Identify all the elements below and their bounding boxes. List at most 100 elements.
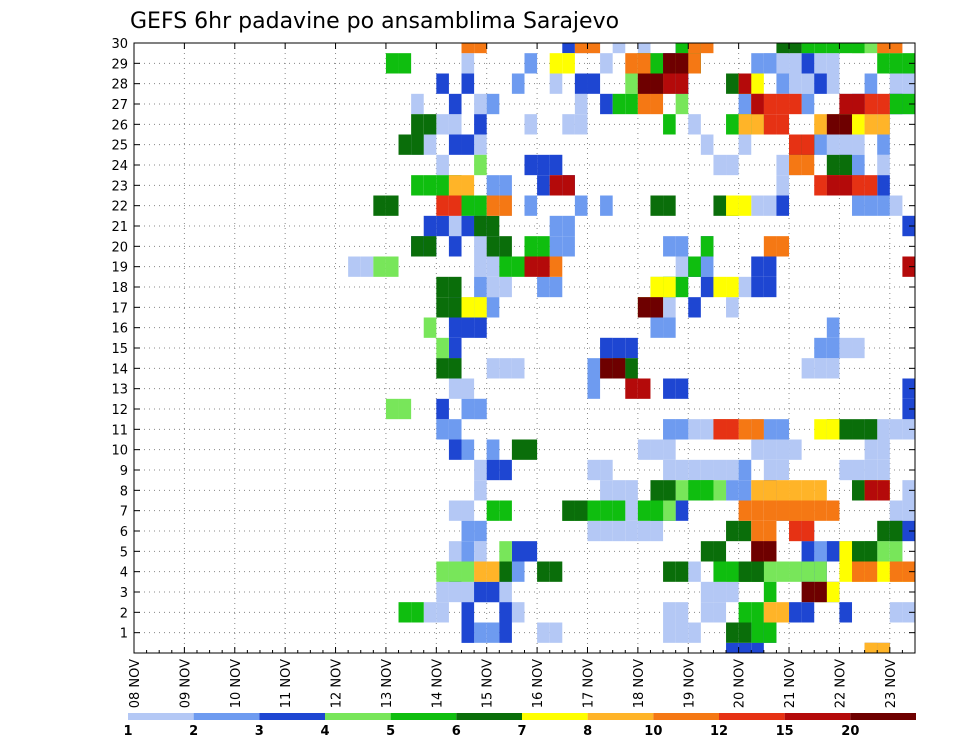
heatmap-cell: [574, 43, 588, 54]
heatmap-cell: [877, 520, 890, 542]
heatmap-cell: [650, 439, 664, 460]
y-tick-label: 1: [120, 627, 128, 642]
heatmap-cell: [637, 73, 651, 94]
heatmap-cell: [801, 43, 815, 54]
y-tick-label: 14: [111, 362, 128, 377]
heatmap-cell: [511, 439, 525, 460]
x-tick-label: 15 NOV: [481, 659, 496, 708]
legend-swatch: [719, 713, 785, 720]
x-tick-label: 14 NOV: [430, 659, 445, 708]
heatmap-cell: [877, 459, 890, 481]
heatmap-cell: [889, 602, 903, 623]
heatmap-cell: [713, 154, 727, 176]
legend-swatch: [456, 713, 522, 720]
y-tick-label: 27: [111, 98, 128, 113]
heatmap-cell: [650, 500, 664, 521]
y-tick-label: 22: [111, 200, 128, 215]
heatmap-cell: [751, 541, 764, 562]
heatmap-cell: [562, 500, 575, 521]
heatmap-cell: [587, 358, 601, 379]
heatmap-cell: [726, 114, 739, 135]
heatmap-cell: [738, 520, 752, 542]
heatmap-cell: [889, 43, 903, 54]
heatmap-cell: [675, 378, 689, 399]
heatmap-cell: [763, 622, 777, 643]
heatmap-cell: [486, 195, 500, 216]
heatmap-cell: [889, 195, 903, 216]
heatmap-cell: [436, 154, 449, 176]
legend-label: 8: [583, 724, 592, 739]
heatmap-cell: [688, 561, 701, 582]
heatmap-cell: [726, 419, 739, 440]
heatmap-cell: [751, 642, 764, 653]
legend-swatch: [193, 713, 260, 720]
heatmap-cell: [511, 358, 525, 379]
heatmap-cell: [663, 480, 676, 501]
legend-swatch: [784, 713, 851, 720]
heatmap-cell: [688, 53, 701, 74]
heatmap-cell: [763, 256, 777, 277]
legend-label: 3: [255, 724, 264, 739]
heatmap-cell: [738, 114, 752, 135]
heatmap-cell: [839, 43, 853, 54]
legend-label: 6: [452, 724, 461, 739]
heatmap-cell: [398, 602, 412, 623]
x-tick-label: 10 NOV: [229, 659, 244, 708]
heatmap-cell: [864, 419, 878, 440]
y-tick-label: 5: [120, 545, 128, 560]
heatmap-cell: [537, 236, 550, 257]
heatmap-cell: [448, 378, 462, 399]
y-tick-label: 11: [111, 423, 128, 438]
heatmap-cell: [713, 602, 727, 623]
heatmap-cell: [801, 541, 815, 562]
heatmap-cell: [486, 500, 500, 521]
heatmap-cell: [549, 622, 563, 643]
heatmap-cell: [877, 53, 890, 74]
heatmap-cell: [889, 419, 903, 440]
heatmap-cell: [889, 561, 903, 582]
heatmap-cell: [600, 358, 613, 379]
heatmap-cell: [650, 520, 664, 542]
heatmap-cell: [789, 93, 802, 115]
heatmap-cell: [751, 439, 764, 460]
heatmap-cell: [864, 73, 878, 94]
heatmap-cell: [889, 53, 903, 74]
heatmap-cell: [398, 53, 412, 74]
heatmap-cell: [713, 581, 727, 603]
heatmap-cell: [688, 297, 701, 318]
heatmap-cell: [537, 561, 550, 582]
heatmap-cell: [839, 134, 853, 155]
heatmap-cell: [474, 480, 487, 501]
heatmap-cell: [826, 317, 840, 338]
heatmap-cell: [738, 622, 752, 643]
legend-swatch: [522, 713, 588, 720]
y-tick-label: 26: [111, 118, 128, 133]
heatmap-cell: [411, 175, 424, 196]
heatmap-cell: [826, 53, 840, 74]
heatmap-cell: [700, 602, 714, 623]
heatmap-cell: [499, 358, 512, 379]
heatmap-cell: [877, 93, 890, 115]
heatmap-cell: [486, 439, 500, 460]
x-tick-label: 18 NOV: [632, 659, 647, 708]
heatmap-cell: [726, 297, 739, 318]
heatmap-cell: [839, 175, 853, 196]
heatmap-cell: [726, 581, 739, 603]
heatmap-cell: [826, 358, 840, 379]
heatmap-cell: [637, 439, 651, 460]
heatmap-cell: [700, 43, 714, 54]
heatmap-cell: [448, 175, 462, 196]
heatmap-cell: [726, 642, 739, 653]
heatmap-cell: [524, 114, 538, 135]
heatmap-cell: [726, 622, 739, 643]
heatmap-cell: [549, 236, 563, 257]
heatmap-cell: [902, 256, 915, 277]
heatmap-cell: [713, 195, 727, 216]
heatmap-cell: [385, 53, 399, 74]
y-tick-label: 10: [111, 444, 128, 459]
heatmap-cell: [474, 93, 487, 115]
heatmap-cell: [738, 602, 752, 623]
heatmap-cell: [549, 175, 563, 196]
heatmap-cell: [852, 459, 865, 481]
heatmap-cell: [726, 276, 739, 298]
